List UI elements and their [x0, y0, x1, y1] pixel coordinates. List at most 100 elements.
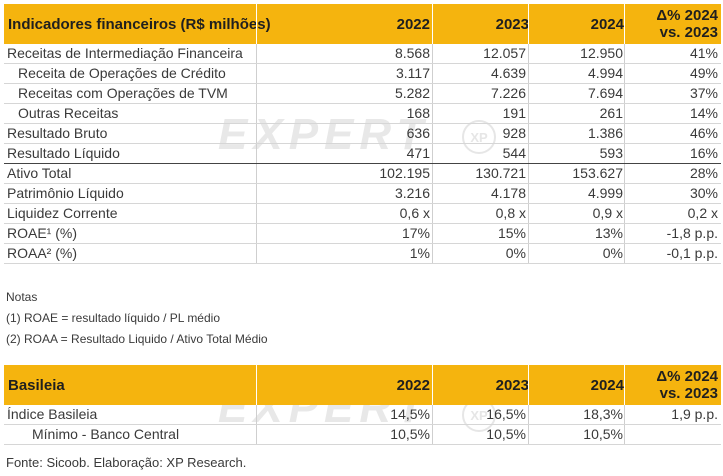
value-2022: 1%	[409, 245, 430, 261]
header-delta-line1: Δ% 2024	[656, 7, 718, 24]
table-row: Receitas com Operações de TVM 5.282 7.226 7…	[4, 84, 721, 104]
value-2022: 5.282	[394, 85, 430, 101]
watermark-xp-badge: XP	[462, 120, 496, 154]
row-label: ROAE¹ (%)	[7, 225, 77, 241]
table-row: Liquidez Corrente 0,6 x 0,8 x 0,9 x 0,2 x	[4, 204, 721, 224]
table-header: Basileia 2022 2023 2024 Δ% 2024 vs. 2023	[4, 365, 721, 405]
note-roae: (1) ROAE = resultado líquido / PL médio	[6, 311, 220, 325]
value-2022: 3.216	[394, 185, 430, 201]
table-row: Patrimônio Líquido 3.216 4.178 4.999 30%	[4, 184, 721, 204]
row-label: Resultado Bruto	[7, 125, 108, 141]
value-2022: 102.195	[379, 165, 430, 181]
value-2024: 0%	[602, 245, 623, 261]
value-2022: 168	[406, 105, 430, 121]
table-row: Ativo Total 102.195 130.721 153.627 28%	[4, 164, 721, 184]
header-year-2022: 2022	[396, 15, 430, 33]
value-delta: 41%	[689, 45, 718, 61]
value-2024: 261	[599, 105, 623, 121]
header-delta-line1: Δ% 2024	[656, 368, 718, 385]
row-label: Liquidez Corrente	[7, 205, 118, 221]
value-delta: 14%	[689, 105, 718, 121]
value-delta: 49%	[689, 65, 718, 81]
table-row: Índice Basileia 14,5% 16,5% 18,3% 1,9 p.p.	[4, 405, 721, 425]
header-year-2023: 2023	[495, 15, 529, 33]
table-row: Receitas de Intermediação Financeira 8.56…	[4, 44, 721, 64]
row-label: Outras Receitas	[18, 105, 119, 121]
row-label: Patrimônio Líquido	[7, 185, 124, 201]
value-2023: 191	[502, 105, 526, 121]
header-year-2022: 2022	[396, 376, 430, 394]
row-label: Índice Basileia	[7, 406, 98, 422]
value-2022: 14,5%	[390, 406, 430, 422]
value-2024: 1.386	[587, 125, 623, 141]
notes-title: Notas	[6, 290, 38, 304]
value-2023: 12.057	[483, 45, 526, 61]
value-delta: -1,8 p.p.	[666, 225, 718, 241]
value-delta: 37%	[689, 85, 718, 101]
header-label: Indicadores financeiros (R$ milhões)	[8, 15, 271, 33]
source-note: Fonte: Sicoob. Elaboração: XP Research.	[6, 455, 247, 470]
row-label: Receitas de Intermediação Financeira	[7, 45, 243, 61]
value-2024: 4.999	[587, 185, 623, 201]
header-year-2024: 2024	[590, 376, 624, 394]
value-2023: 4.178	[490, 185, 526, 201]
value-2024: 153.627	[572, 165, 623, 181]
value-2024: 7.694	[587, 85, 623, 101]
header-delta: Δ% 2024 vs. 2023	[626, 365, 718, 405]
value-2023: 0%	[505, 245, 526, 261]
value-2022: 471	[406, 145, 430, 161]
row-label: Resultado Líquido	[7, 145, 120, 161]
value-delta: 30%	[689, 185, 718, 201]
value-delta: 28%	[689, 165, 718, 181]
table-header: Indicadores financeiros (R$ milhões) 202…	[4, 4, 721, 44]
table-row: ROAA² (%) 1% 0% 0% -0,1 p.p.	[4, 244, 721, 264]
value-2024: 13%	[594, 225, 623, 241]
table-row: Resultado Bruto 636 928 1.386 46%	[4, 124, 721, 144]
header-year-2024: 2024	[590, 15, 624, 33]
financial-indicators-table: Indicadores financeiros (R$ milhões) 202…	[4, 4, 721, 264]
value-2024: 12.950	[580, 45, 623, 61]
row-label: Receitas com Operações de TVM	[18, 85, 228, 101]
header-label: Basileia	[8, 376, 65, 394]
value-2023: 4.639	[490, 65, 526, 81]
row-label: Ativo Total	[7, 165, 72, 181]
value-2023: 130.721	[475, 165, 526, 181]
notes: Notas (1) ROAE = resultado líquido / PL …	[6, 287, 268, 350]
value-delta: 16%	[689, 145, 718, 161]
note-roaa: (2) ROAA = Resultado Liquido / Ativo Tot…	[6, 332, 268, 346]
table-row: Outras Receitas 168 191 261 14%	[4, 104, 721, 124]
value-delta: 46%	[689, 125, 718, 141]
table-row: Mínimo - Banco Central 10,5% 10,5% 10,5%	[4, 425, 721, 445]
value-2024: 4.994	[587, 65, 623, 81]
value-2023: 928	[502, 125, 526, 141]
row-label: Mínimo - Banco Central	[32, 426, 180, 442]
value-2022: 10,5%	[390, 426, 430, 442]
value-2022: 17%	[401, 225, 430, 241]
value-2024: 10,5%	[583, 426, 623, 442]
row-label: ROAA² (%)	[7, 245, 77, 261]
value-2022: 8.568	[394, 45, 430, 61]
value-2022: 3.117	[396, 65, 430, 81]
table-row: Receita de Operações de Crédito 3.117 4.63…	[4, 64, 721, 84]
row-label: Receita de Operações de Crédito	[18, 65, 226, 81]
value-2024: 593	[599, 145, 623, 161]
header-delta-line2: vs. 2023	[659, 24, 718, 41]
value-2023: 16,5%	[486, 406, 526, 422]
value-2024: 18,3%	[583, 406, 623, 422]
header-delta: Δ% 2024 vs. 2023	[626, 4, 718, 44]
value-2022: 636	[406, 125, 430, 141]
basel-table: Basileia 2022 2023 2024 Δ% 2024 vs. 2023…	[4, 365, 721, 445]
value-delta: -0,1 p.p.	[666, 245, 718, 261]
value-delta: 1,9 p.p.	[671, 406, 718, 422]
header-delta-line2: vs. 2023	[659, 385, 718, 402]
value-2022: 0,6 x	[399, 205, 430, 221]
header-year-2023: 2023	[495, 376, 529, 394]
table-row: Resultado Líquido 471 544 593 16%	[4, 144, 721, 164]
value-2023: 10,5%	[486, 426, 526, 442]
value-2023: 7.226	[490, 85, 526, 101]
value-2024: 0,9 x	[592, 205, 623, 221]
value-2023: 544	[502, 145, 526, 161]
value-2023: 0,8 x	[495, 205, 526, 221]
table-row: ROAE¹ (%) 17% 15% 13% -1,8 p.p.	[4, 224, 721, 244]
value-2023: 15%	[497, 225, 526, 241]
